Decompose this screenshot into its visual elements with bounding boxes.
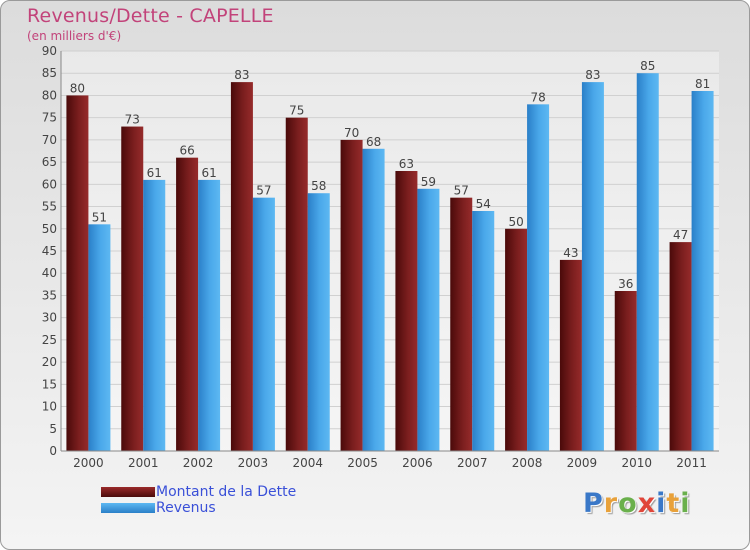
bar-dette	[450, 197, 473, 451]
bar-revenus	[472, 211, 495, 451]
y-tick-label: 0	[49, 444, 57, 458]
data-label-dette: 70	[344, 126, 359, 140]
logo-letter: o	[618, 488, 638, 519]
legend-swatch-dette	[101, 487, 155, 497]
logo-letter: P	[583, 488, 604, 519]
bars: 80 51 2000 73 61 2001 66 61 2002 83 57 2003 75 58 2004…	[66, 59, 714, 470]
data-label-revenus: 59	[421, 175, 436, 189]
bar-dette	[230, 82, 253, 451]
x-tick-label: 2006	[402, 456, 433, 470]
y-tick-label: 5	[49, 422, 57, 436]
data-label-revenus: 58	[311, 179, 326, 193]
x-tick-label: 2010	[621, 456, 652, 470]
x-tick-label: 2004	[292, 456, 323, 470]
legend-swatch-revenus	[101, 503, 155, 513]
y-tick-label: 60	[42, 177, 57, 191]
bar-dette	[669, 242, 692, 451]
x-tick-label: 2000	[73, 456, 104, 470]
y-tick-label: 35	[42, 288, 57, 302]
data-label-dette: 47	[673, 228, 688, 242]
y-tick-label: 45	[42, 244, 57, 258]
x-tick-label: 2007	[457, 456, 488, 470]
logo-letter: x	[637, 488, 657, 519]
y-tick-label: 75	[42, 111, 57, 125]
bar-revenus	[252, 197, 275, 451]
chart-subtitle: (en milliers d'€)	[27, 29, 122, 43]
proxiti-logo: Proxiti	[583, 488, 691, 519]
bar-dette	[505, 228, 528, 451]
data-label-dette: 80	[70, 81, 85, 95]
y-tick-label: 65	[42, 155, 57, 169]
y-tick-label: 55	[42, 200, 57, 214]
data-label-dette: 83	[234, 68, 249, 82]
y-tick-label: 15	[42, 377, 57, 391]
logo-letter: t	[666, 488, 681, 519]
bar-revenus	[307, 193, 330, 451]
bar-dette	[395, 171, 418, 451]
x-tick-label: 2002	[183, 456, 214, 470]
data-label-dette: 36	[618, 277, 633, 291]
y-tick-label: 90	[42, 44, 57, 58]
x-tick-label: 2009	[567, 456, 598, 470]
data-label-revenus: 78	[530, 90, 545, 104]
bar-revenus	[362, 148, 385, 451]
y-tick-label: 70	[42, 133, 57, 147]
y-tick-label: 25	[42, 333, 57, 347]
x-tick-label: 2001	[128, 456, 159, 470]
data-label-revenus: 68	[366, 135, 381, 149]
bar-revenus	[417, 188, 440, 451]
bar-revenus	[636, 73, 659, 451]
bar-revenus	[143, 179, 166, 451]
y-tick-label: 85	[42, 66, 57, 80]
x-tick-label: 2005	[347, 456, 378, 470]
bar-dette	[559, 259, 582, 451]
y-tick-label: 50	[42, 222, 57, 236]
chart-title: Revenus/Dette - CAPELLE	[27, 5, 274, 27]
data-label-dette: 75	[289, 104, 304, 118]
data-label-dette: 57	[454, 184, 469, 198]
y-tick-label: 40	[42, 266, 57, 280]
data-label-revenus: 54	[476, 197, 491, 211]
bar-revenus	[198, 179, 221, 451]
grid	[61, 50, 719, 452]
bar-revenus	[88, 224, 111, 451]
x-tick-label: 2003	[238, 456, 269, 470]
data-label-dette: 73	[125, 113, 140, 127]
bar-dette	[285, 117, 308, 452]
data-label-revenus: 83	[585, 68, 600, 82]
logo-letter: i	[680, 488, 691, 519]
data-label-revenus: 85	[640, 59, 655, 73]
bar-revenus	[691, 91, 714, 451]
data-label-revenus: 61	[147, 166, 162, 180]
logo-letter: i	[656, 488, 667, 519]
data-label-dette: 63	[399, 157, 414, 171]
bar-dette	[66, 95, 89, 451]
data-label-dette: 43	[563, 246, 578, 260]
data-label-revenus: 61	[201, 166, 216, 180]
logo-letter: r	[603, 488, 619, 519]
y-tick-label: 20	[42, 355, 57, 369]
bar-dette	[614, 291, 637, 451]
data-label-dette: 50	[508, 215, 523, 229]
data-label-revenus: 51	[92, 210, 107, 224]
bar-dette	[121, 126, 144, 452]
bar-dette	[340, 139, 363, 451]
y-tick-label: 80	[42, 88, 57, 102]
data-label-dette: 66	[179, 144, 194, 158]
bar-dette	[176, 157, 199, 451]
y-tick-label: 10	[42, 400, 57, 414]
bar-revenus	[527, 104, 550, 451]
x-tick-label: 2008	[512, 456, 543, 470]
bar-revenus	[581, 82, 604, 451]
data-label-revenus: 81	[695, 77, 710, 91]
data-label-revenus: 57	[256, 184, 271, 198]
x-tick-label: 2011	[676, 456, 707, 470]
legend-label-dette: Montant de la Dette	[156, 484, 297, 500]
y-tick-label: 30	[42, 311, 57, 325]
legend-label-revenus: Revenus	[156, 500, 216, 516]
